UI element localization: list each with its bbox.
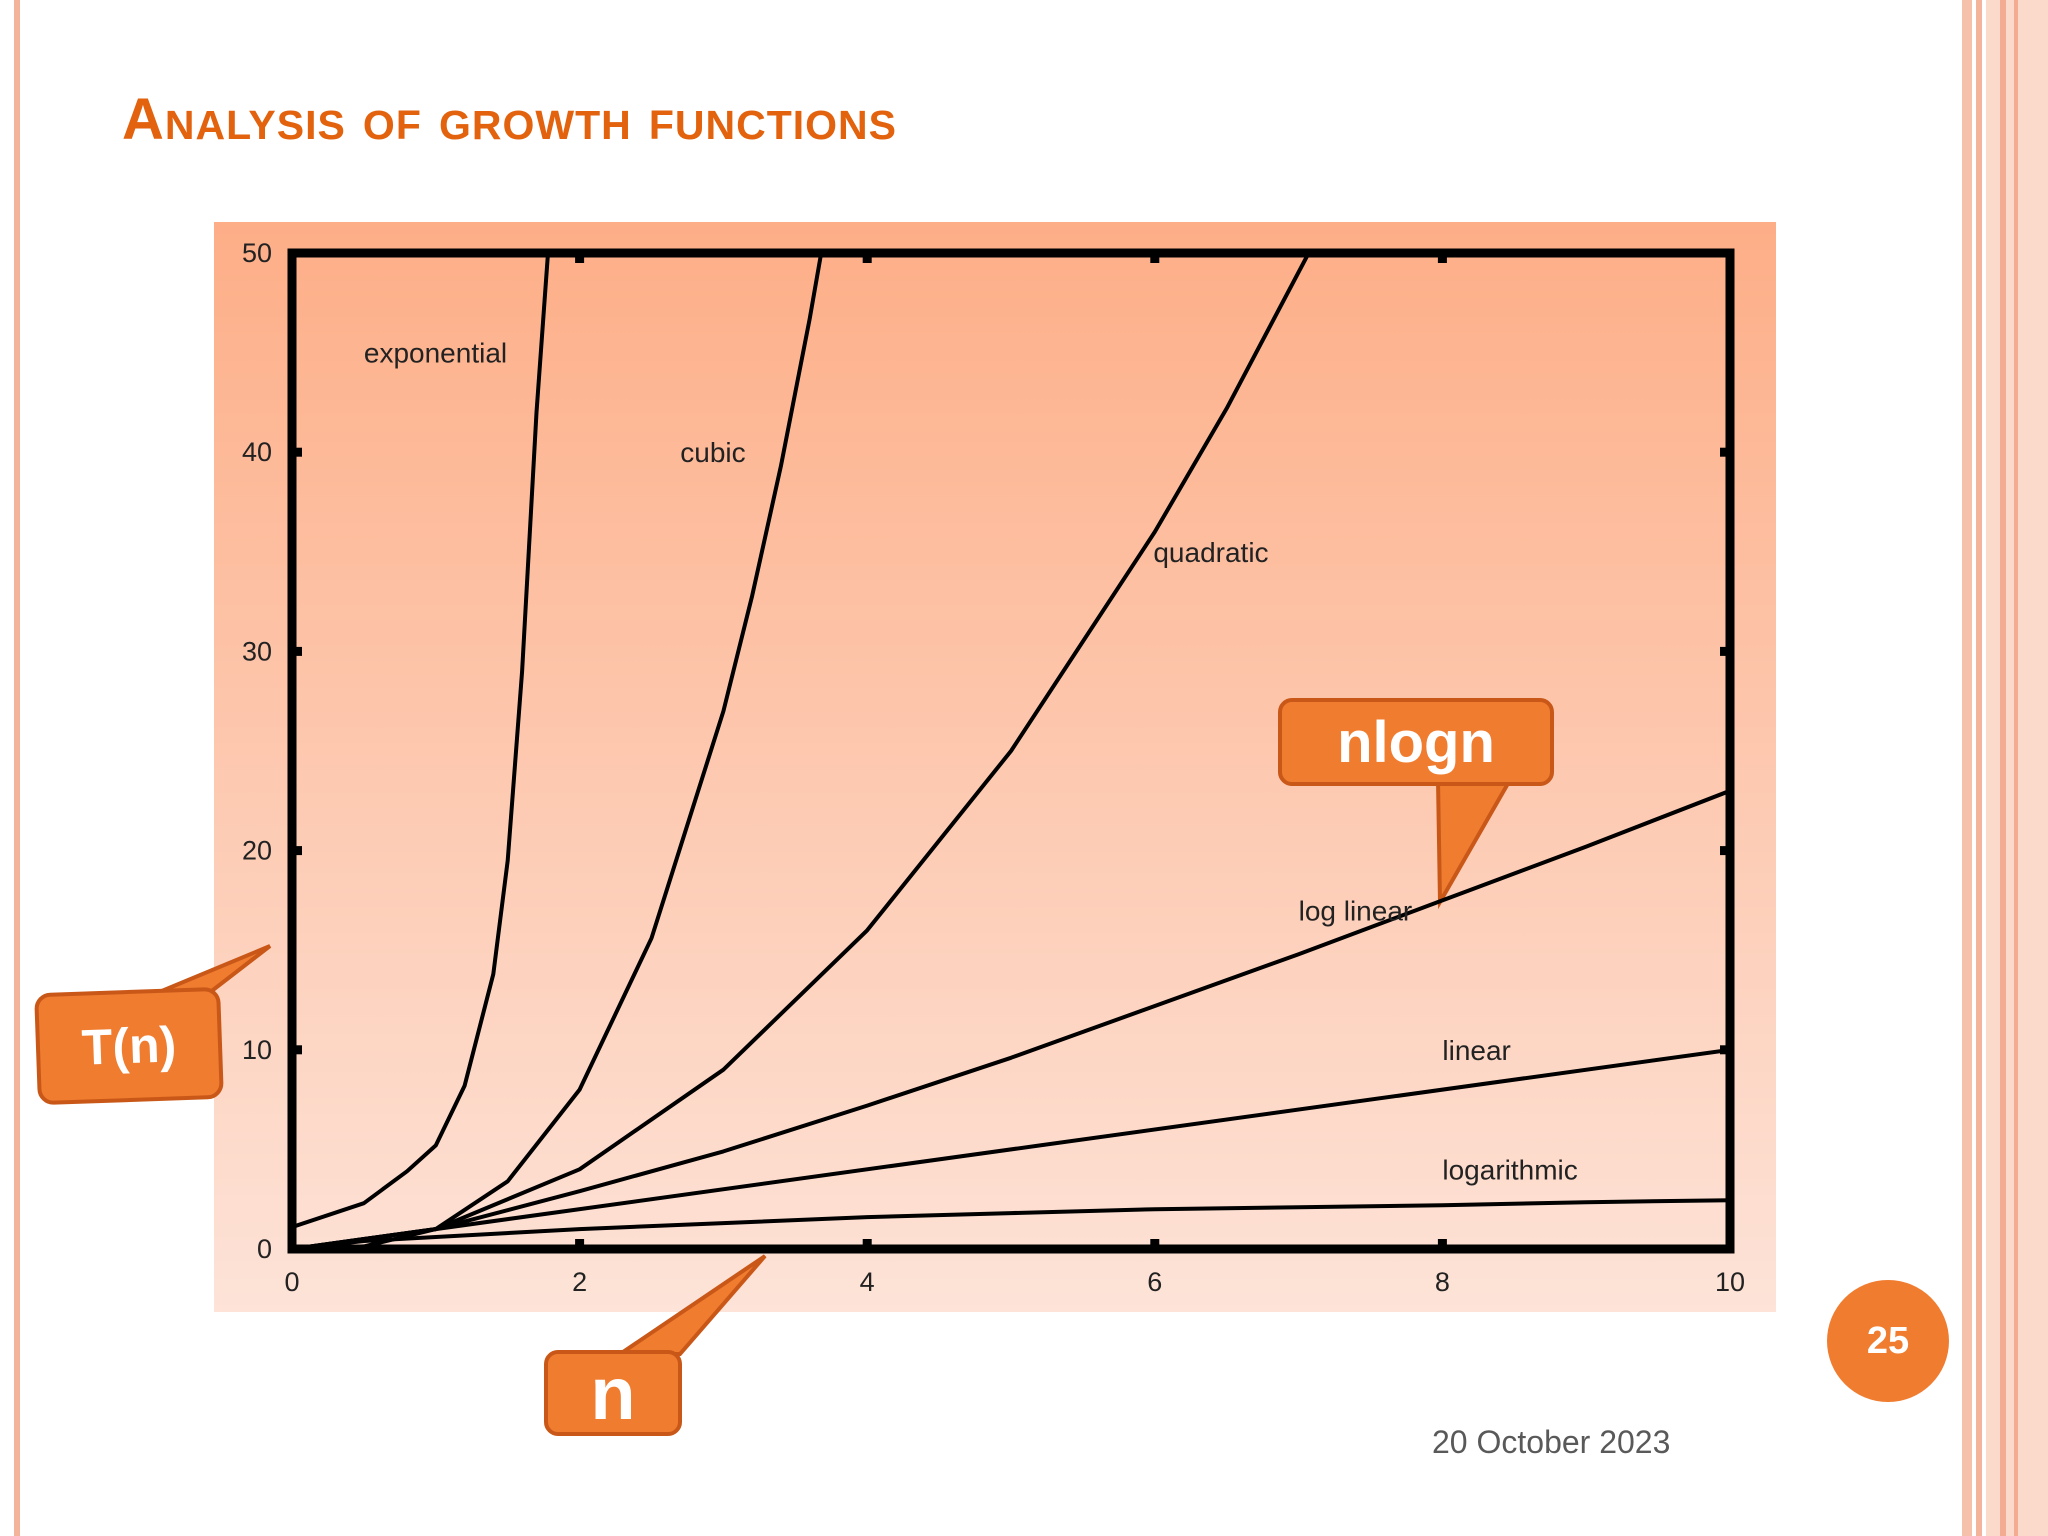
date-footer: 20 October 2023 — [1432, 1424, 1671, 1460]
series-line-exponential — [292, 253, 550, 1229]
series-label-linear: linear — [1442, 1035, 1510, 1066]
plot-frame — [287, 248, 1735, 1254]
series-label-quadratic: quadratic — [1153, 537, 1268, 568]
y-tick-label: 30 — [242, 636, 272, 666]
series-label-logarithmic: logarithmic — [1442, 1154, 1577, 1185]
slide-border-right-4 — [2000, 0, 2006, 1536]
series-label-cubic: cubic — [680, 437, 745, 468]
n-callout: n — [544, 1350, 682, 1436]
series-line-linear — [292, 1047, 1730, 1249]
x-tick-label: 4 — [860, 1267, 875, 1297]
x-tick-label: 6 — [1147, 1267, 1162, 1297]
slide-border-right-2 — [1976, 0, 1982, 1536]
series-line-cubic — [292, 253, 824, 1249]
slide-border-right-1 — [1962, 0, 1972, 1536]
y-tick-label: 50 — [242, 238, 272, 268]
y-tick-label: 10 — [242, 1035, 272, 1065]
y-tick-label: 0 — [257, 1234, 272, 1264]
series-line-quadratic — [292, 253, 1311, 1249]
x-tick-label: 0 — [284, 1267, 299, 1297]
y-tick-label: 40 — [242, 437, 272, 467]
slide-border-left — [14, 0, 20, 1536]
page-number-badge: 25 — [1827, 1280, 1949, 1402]
tn-callout: T(n) — [34, 986, 224, 1106]
nlogn-callout: nlogn — [1278, 698, 1554, 786]
slide-border-right-5 — [2014, 0, 2018, 1536]
series-line-logarithmic — [292, 1198, 1730, 1249]
slide-title: Analysis of growth functions — [122, 87, 897, 152]
series-label-exponential: exponential — [364, 338, 507, 369]
y-tick-label: 20 — [242, 836, 272, 866]
x-tick-label: 10 — [1715, 1267, 1745, 1297]
x-tick-label: 2 — [572, 1267, 587, 1297]
series-label-log-linear: log linear — [1299, 895, 1413, 926]
x-tick-label: 8 — [1435, 1267, 1450, 1297]
